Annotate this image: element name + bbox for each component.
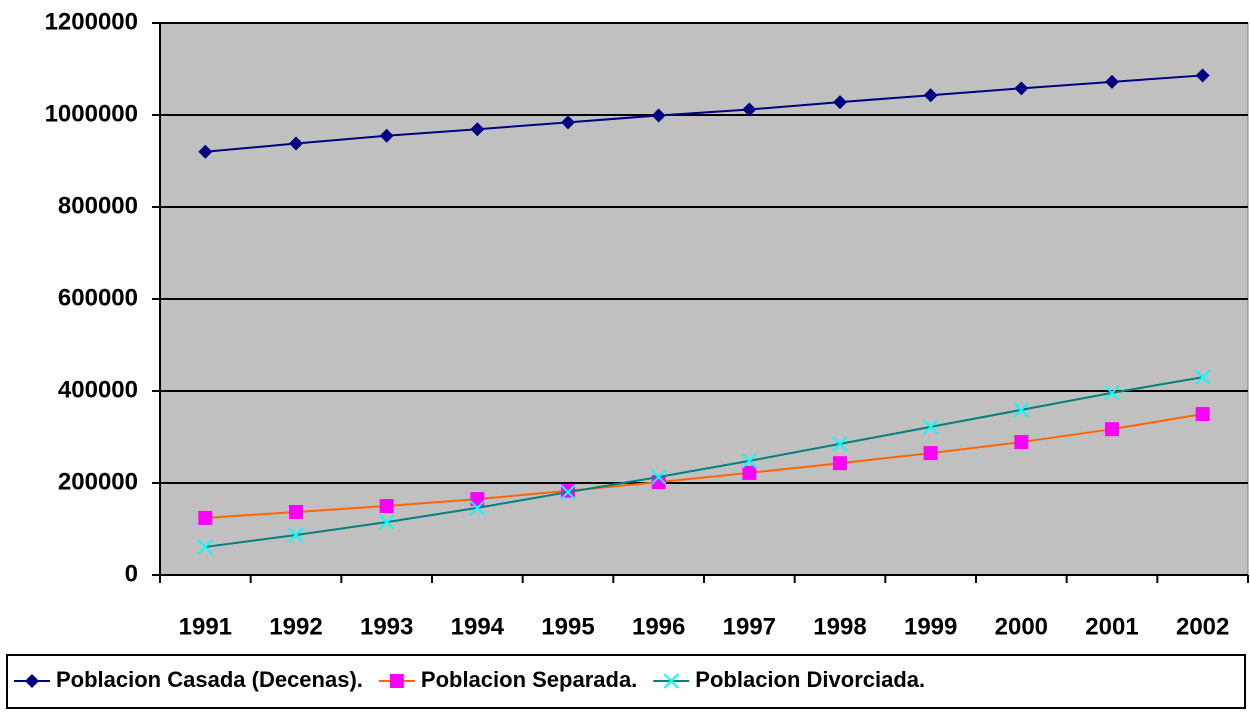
data-point [1195,68,1210,83]
y-tick-label: 600000 [58,284,138,311]
x-tick-label: 1996 [632,613,685,640]
data-point [289,136,303,151]
y-tick-label: 0 [125,560,138,587]
x-tick-label: 1999 [904,613,957,640]
data-point [833,456,847,471]
data-point [289,504,303,519]
data-point [922,419,939,435]
y-tick-label: 1000000 [45,100,138,127]
legend-marker [663,673,680,689]
data-point [741,453,758,469]
data-point [832,436,848,452]
y-tick-label: 1200000 [45,8,138,35]
x-tick-label: 2002 [1176,613,1229,640]
data-point [469,500,486,516]
x-tick-label: 2000 [995,613,1048,640]
data-point [742,465,757,480]
series-line [205,74,1203,153]
data-point [197,539,214,555]
series-line [205,376,1203,548]
data-point [470,122,485,137]
data-point [198,510,213,525]
data-point [379,499,394,513]
data-point [923,88,938,103]
x-tick-label: 1993 [360,613,413,640]
data-point [1195,407,1210,421]
data-point [561,115,575,130]
data-point [651,108,666,123]
data-point [378,514,395,530]
y-tick-label: 400000 [58,376,138,403]
x-tick-label: 1994 [451,613,505,640]
data-point [833,95,847,110]
data-point [1105,74,1119,89]
data-point [1105,422,1119,437]
legend-marker [25,674,39,688]
data-point [742,102,757,117]
data-point [1014,81,1029,96]
legend-marker [389,674,404,688]
data-point [560,484,576,500]
data-point [1013,402,1030,418]
x-tick-label: 1991 [179,613,232,640]
x-tick-label: 2001 [1085,613,1138,640]
legend-label: Poblacion Divorciada. [695,667,925,692]
data-point [379,128,394,143]
data-point [923,446,938,461]
legend-box [6,654,1246,709]
data-point [650,469,667,485]
legend-label: Poblacion Casada (Decenas). [56,667,363,692]
series-line [205,413,1203,519]
data-point [1014,435,1029,450]
data-point [470,492,485,507]
x-tick-label: 1992 [269,613,322,640]
y-tick-label: 800000 [58,192,138,219]
legend-label: Poblacion Separada. [421,667,637,692]
x-tick-label: 1995 [541,613,594,640]
y-tick-label: 200000 [58,468,138,495]
x-tick-label: 1997 [723,613,776,640]
data-point [198,144,213,159]
data-point [288,527,304,543]
data-point [1194,369,1211,385]
data-point [1104,385,1120,401]
x-tick-label: 1998 [813,613,866,640]
